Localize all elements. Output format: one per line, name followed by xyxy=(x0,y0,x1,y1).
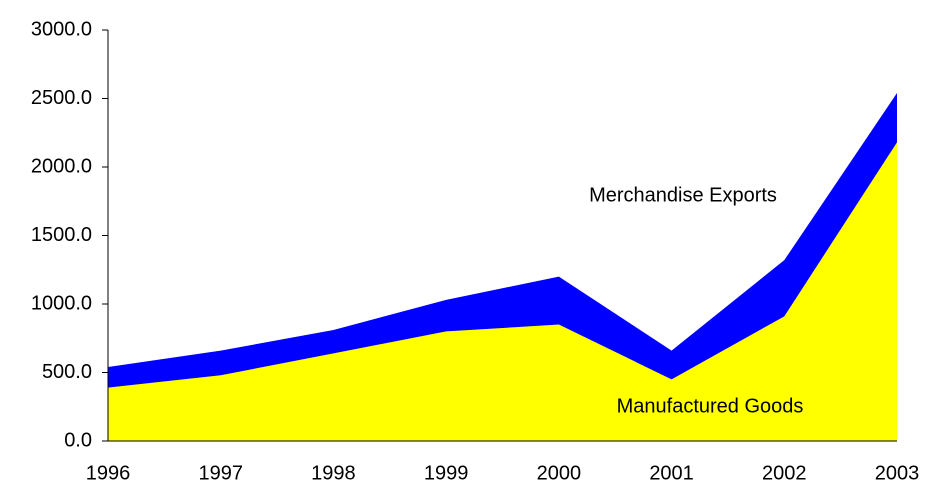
x-tick-label: 1998 xyxy=(311,462,356,484)
series-label: Merchandise Exports xyxy=(589,184,777,206)
y-tick-label: 1500.0 xyxy=(31,224,92,246)
y-tick-label: 2500.0 xyxy=(31,87,92,109)
area xyxy=(108,93,897,442)
y-tick-label: 0.0 xyxy=(64,429,92,451)
x-tick-label: 2001 xyxy=(649,462,694,484)
x-tick-label: 2002 xyxy=(762,462,807,484)
x-tick-label: 1996 xyxy=(86,462,131,484)
y-tick-label: 3000.0 xyxy=(31,18,92,40)
y-tick-label: 2000.0 xyxy=(31,155,92,177)
series-label: Manufactured Goods xyxy=(617,395,804,417)
x-tick-label: 1997 xyxy=(198,462,243,484)
y-tick-label: 500.0 xyxy=(42,361,92,383)
area xyxy=(108,142,897,441)
x-tick-label: 1999 xyxy=(424,462,469,484)
x-tick-label: 2003 xyxy=(875,462,920,484)
y-tick-label: 1000.0 xyxy=(31,292,92,314)
x-tick-label: 2000 xyxy=(537,462,582,484)
